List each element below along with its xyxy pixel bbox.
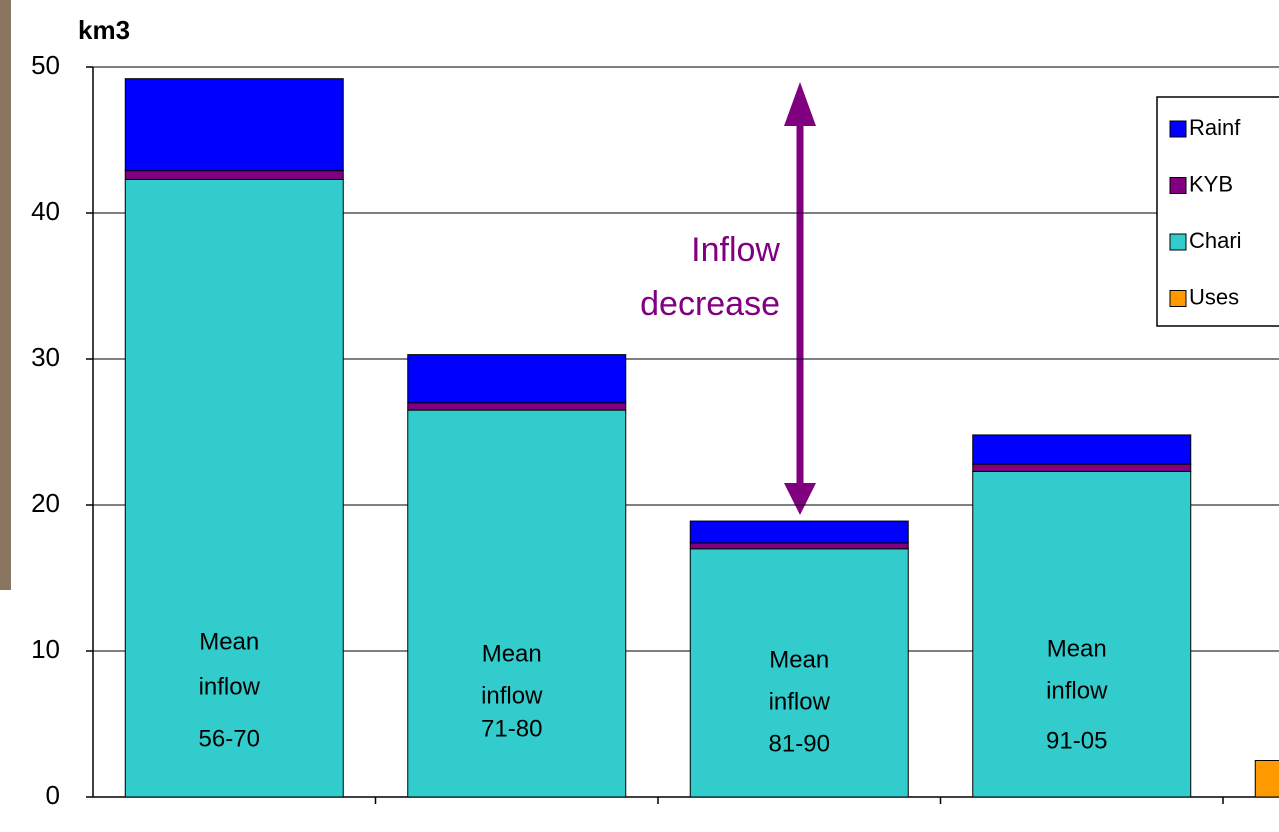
bar-label: inflow	[1046, 677, 1108, 704]
bar-segment	[125, 179, 343, 797]
legend-label: Rainf	[1189, 115, 1241, 140]
legend-swatch	[1170, 178, 1186, 194]
y-tick-label: 0	[46, 780, 60, 810]
legend-swatch	[1170, 234, 1186, 250]
bar-segment	[1255, 761, 1279, 798]
bar-segment	[973, 464, 1191, 471]
legend-label: Uses	[1189, 284, 1239, 309]
inflow-arrow	[784, 82, 816, 515]
annotation: decrease	[640, 285, 780, 323]
annotation: Inflow	[691, 231, 780, 269]
bar-segment	[408, 403, 626, 410]
y-axis-label: km3	[78, 15, 130, 45]
bar-label: inflow	[481, 682, 543, 709]
bar-label: 81-90	[769, 730, 830, 757]
bar-segment	[408, 355, 626, 403]
background-photo-strip	[0, 0, 11, 590]
bar-segment	[125, 171, 343, 180]
bar-label: inflow	[199, 673, 261, 700]
bar-segment	[690, 543, 908, 549]
page: {"chart_data": { "type": "stacked-bar", …	[0, 0, 1279, 832]
bar-label: Mean	[769, 646, 829, 673]
bar-label: Mean	[1047, 635, 1107, 662]
bar-label: 56-70	[199, 725, 260, 752]
y-tick-label: 40	[31, 196, 60, 226]
bar-segment	[125, 79, 343, 171]
y-tick-label: 30	[31, 342, 60, 372]
bar-label: Mean	[199, 628, 259, 655]
legend-swatch	[1170, 121, 1186, 137]
bar-segment	[973, 435, 1191, 464]
legend-label: Chari	[1189, 228, 1242, 253]
bar-label: Mean	[482, 640, 542, 667]
chart: km3 0 10 20 30 40 50 Mean inflow 56-70 Mean inflow…	[0, 0, 1279, 832]
y-tick-label: 10	[31, 634, 60, 664]
y-tick-label: 20	[31, 488, 60, 518]
bar-segment	[690, 521, 908, 543]
legend-label: KYB	[1189, 171, 1233, 196]
bar-label: 91-05	[1046, 727, 1107, 754]
bar-label: inflow	[769, 688, 831, 715]
legend-swatch	[1170, 291, 1186, 307]
bar-label: 71-80	[481, 715, 542, 742]
y-tick-label: 50	[31, 50, 60, 80]
